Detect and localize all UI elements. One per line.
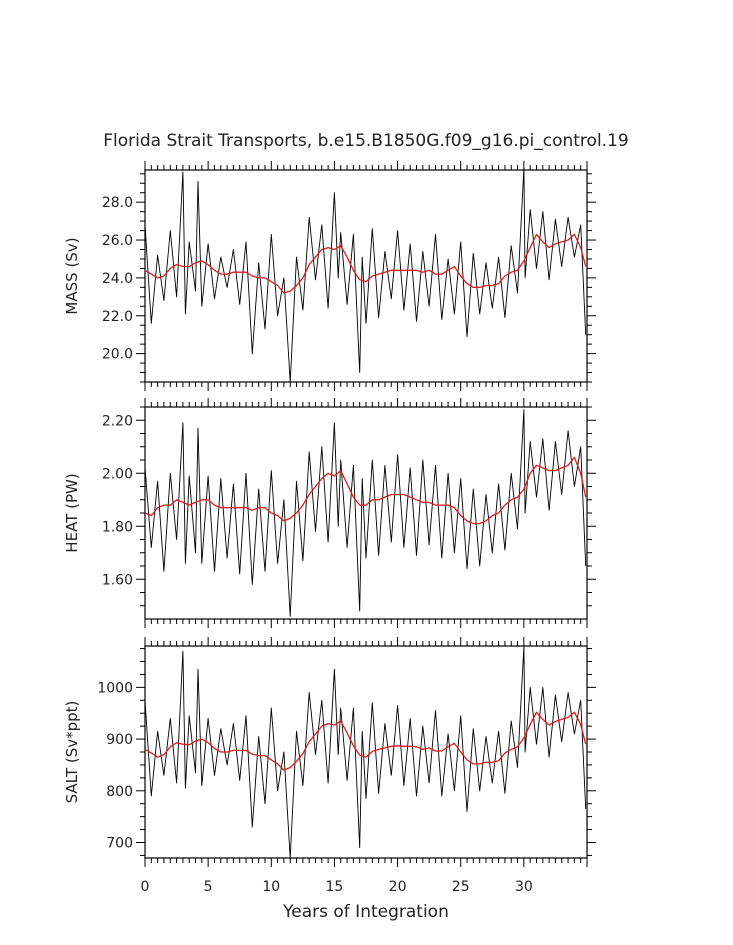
series-line-monthly — [144, 645, 587, 859]
plot-frame — [144, 406, 588, 620]
panel-salt: SALT (Sv*ppt) 700 800 900 1000 0 5 10 15 20 25 30 — [63, 637, 596, 895]
y-axis-label: MASS (Sv) — [63, 237, 81, 314]
y-tick-label: 24.0 — [102, 271, 133, 287]
y-tick-label: 2.20 — [102, 413, 133, 429]
x-tick-label: 0 — [141, 879, 150, 895]
x-tick-label: 10 — [262, 879, 280, 895]
figure-title: Florida Strait Transports, b.e15.B1850G.… — [103, 131, 628, 151]
series-line-running-mean — [144, 711, 587, 771]
y-tick-label: 900 — [106, 732, 133, 748]
y-tick-label: 26.0 — [102, 233, 133, 249]
y-tick-label: 28.0 — [102, 195, 133, 211]
series-line-monthly — [144, 409, 587, 617]
x-tick-label: 25 — [452, 879, 470, 895]
series-line-running-mean — [144, 456, 587, 525]
y-tick-label: 20.0 — [102, 347, 133, 363]
series-line-running-mean — [144, 233, 587, 294]
series-line-monthly — [144, 167, 587, 383]
y-tick-label: 22.0 — [102, 309, 133, 325]
y-tick-label: 1000 — [97, 680, 133, 696]
y-tick-label: 1.80 — [102, 519, 133, 535]
y-tick-label: 800 — [106, 784, 133, 800]
x-tick-label: 15 — [326, 879, 344, 895]
y-axis-label: SALT (Sv*ppt) — [63, 701, 81, 804]
x-tick-label: 20 — [389, 879, 407, 895]
panel-mass: MASS (Sv) 20.0 22.0 24.0 26.0 28.0 — [63, 161, 596, 391]
x-tick-label: 5 — [204, 879, 213, 895]
plot-frame — [144, 169, 588, 383]
y-tick-label: 2.00 — [102, 466, 133, 482]
y-tick-label: 700 — [106, 835, 133, 851]
y-axis-label: HEAT (PW) — [63, 473, 81, 552]
plot-frame — [144, 645, 588, 859]
x-axis-label: Years of Integration — [282, 902, 449, 922]
y-tick-label: 1.60 — [102, 572, 133, 588]
x-tick-label: 30 — [515, 879, 533, 895]
panel-heat: HEAT (PW) 1.60 1.80 2.00 2.20 — [63, 398, 596, 628]
